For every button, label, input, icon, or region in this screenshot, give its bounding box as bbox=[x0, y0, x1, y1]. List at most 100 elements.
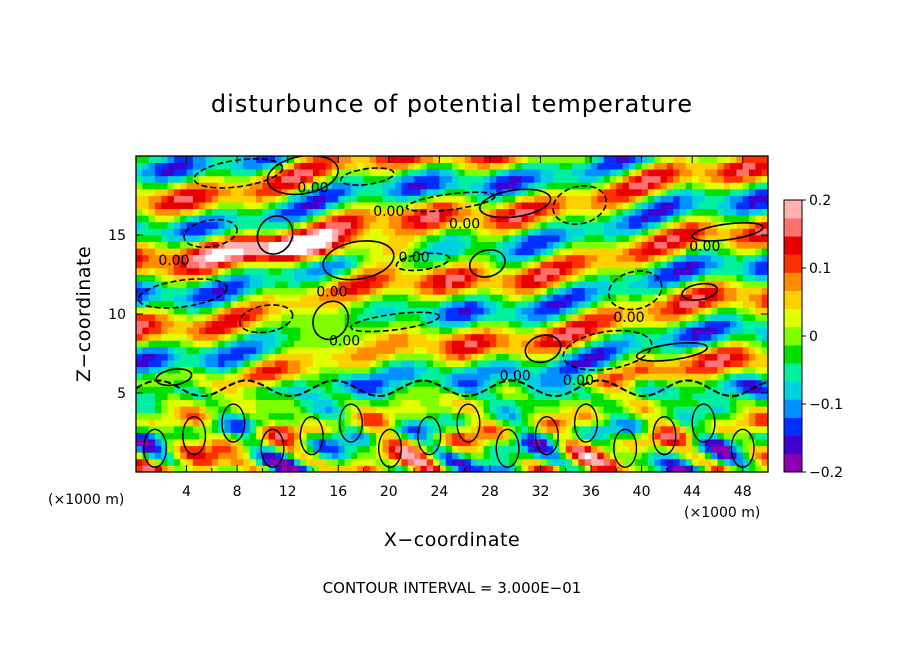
field-cell bbox=[527, 195, 535, 203]
field-cell bbox=[287, 300, 295, 308]
field-cell bbox=[173, 346, 181, 354]
field-cell bbox=[711, 241, 718, 249]
field-cell bbox=[698, 465, 706, 472]
field-cell bbox=[395, 156, 402, 163]
field-cell bbox=[698, 215, 706, 223]
field-cell bbox=[211, 340, 219, 348]
field-cell bbox=[698, 182, 706, 190]
field-cell bbox=[755, 261, 763, 269]
field-cell bbox=[553, 346, 560, 354]
field-cell bbox=[679, 412, 687, 420]
field-cell bbox=[489, 188, 497, 196]
field-cell bbox=[736, 353, 744, 361]
field-cell bbox=[704, 254, 712, 262]
field-cell bbox=[388, 235, 396, 242]
colorbar-tick-label: 0.2 bbox=[809, 193, 831, 209]
field-cell bbox=[218, 221, 225, 229]
field-cell bbox=[186, 406, 194, 414]
field-cell bbox=[559, 267, 567, 275]
field-cell bbox=[363, 208, 371, 216]
field-cell bbox=[534, 241, 541, 249]
field-cell bbox=[470, 274, 478, 282]
field-cell bbox=[572, 333, 579, 341]
field-cell bbox=[622, 439, 630, 447]
field-cell bbox=[761, 419, 768, 427]
field-cell bbox=[154, 465, 162, 472]
field-cell bbox=[439, 432, 447, 440]
field-cell bbox=[527, 254, 535, 262]
contour-label: 0.00 bbox=[500, 368, 531, 384]
field-cell bbox=[527, 307, 535, 315]
field-cell bbox=[616, 156, 624, 163]
field-cell bbox=[388, 360, 396, 368]
field-cell bbox=[508, 445, 516, 453]
field-cell bbox=[275, 287, 282, 295]
field-cell bbox=[515, 333, 522, 341]
field-cell bbox=[603, 366, 611, 374]
field-cell bbox=[426, 366, 434, 374]
field-cell bbox=[628, 281, 636, 289]
field-cell bbox=[445, 221, 453, 229]
field-cell bbox=[218, 445, 225, 453]
field-cell bbox=[401, 393, 409, 400]
field-cell bbox=[610, 373, 617, 381]
field-cell bbox=[723, 248, 731, 256]
field-cell bbox=[243, 320, 251, 328]
field-cell bbox=[306, 373, 314, 381]
field-cell bbox=[167, 281, 175, 289]
field-cell bbox=[262, 386, 270, 394]
field-cell bbox=[186, 274, 194, 282]
field-cell bbox=[470, 340, 478, 348]
field-cell bbox=[294, 465, 301, 472]
field-cell bbox=[167, 320, 175, 328]
field-cell bbox=[761, 300, 768, 308]
field-cell bbox=[237, 452, 244, 460]
field-cell bbox=[546, 241, 554, 249]
field-cell bbox=[641, 353, 649, 361]
field-cell bbox=[420, 294, 428, 302]
field-cell bbox=[711, 399, 718, 407]
field-cell bbox=[730, 221, 737, 229]
field-cell bbox=[489, 215, 497, 223]
field-cell bbox=[357, 360, 364, 368]
field-cell bbox=[647, 215, 655, 223]
field-cell bbox=[666, 162, 674, 170]
field-cell bbox=[483, 169, 491, 177]
field-cell bbox=[666, 221, 674, 229]
field-cell bbox=[647, 314, 655, 321]
field-cell bbox=[755, 202, 763, 210]
field-cell bbox=[477, 386, 484, 394]
field-cell bbox=[628, 195, 636, 203]
field-cell bbox=[382, 254, 390, 262]
field-cell bbox=[331, 432, 339, 440]
field-cell bbox=[704, 340, 712, 348]
field-cell bbox=[426, 281, 434, 289]
field-cell bbox=[218, 366, 225, 374]
field-cell bbox=[262, 320, 270, 328]
field-cell bbox=[591, 169, 598, 177]
field-cell bbox=[161, 452, 168, 460]
field-cell bbox=[167, 373, 175, 381]
field-cell bbox=[426, 452, 434, 460]
field-cell bbox=[154, 235, 162, 242]
field-cell bbox=[730, 182, 737, 190]
field-cell bbox=[616, 261, 624, 269]
field-cell bbox=[546, 182, 554, 190]
field-cell bbox=[294, 379, 301, 387]
field-cell bbox=[628, 287, 636, 295]
field-cell bbox=[262, 267, 270, 275]
field-cell bbox=[641, 175, 649, 183]
field-cell bbox=[565, 294, 573, 302]
field-cell bbox=[628, 182, 636, 190]
field-cell bbox=[218, 169, 225, 177]
field-cell bbox=[679, 261, 687, 269]
field-cell bbox=[458, 327, 466, 335]
field-cell bbox=[489, 353, 497, 361]
field-cell bbox=[275, 373, 282, 381]
field-cell bbox=[628, 188, 636, 196]
field-cell bbox=[136, 399, 143, 407]
field-cell bbox=[717, 162, 725, 170]
field-cell bbox=[249, 175, 257, 183]
field-cell bbox=[723, 379, 731, 387]
field-cell bbox=[388, 274, 396, 282]
